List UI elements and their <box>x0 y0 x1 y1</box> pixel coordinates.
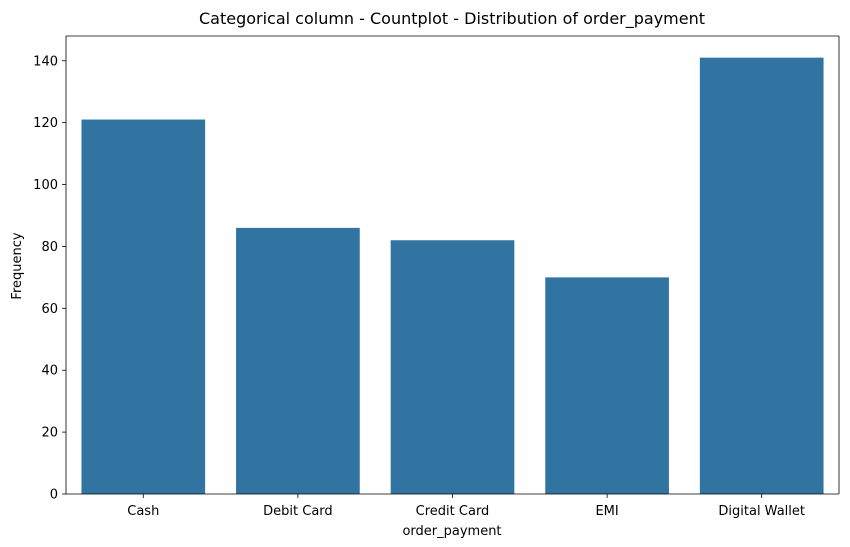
y-tick-label: 80 <box>41 240 58 255</box>
y-tick-label: 60 <box>41 302 58 317</box>
y-tick-label: 0 <box>50 488 58 503</box>
plot-area: 0 20 40 60 80 100 120 140 Cash Debit Card Credit C… <box>33 35 840 519</box>
bar-cash <box>81 119 206 495</box>
x-tick-label: Debit Card <box>263 504 333 519</box>
y-tick-label: 140 <box>33 54 58 69</box>
x-axis-label: order_payment <box>402 524 501 539</box>
bar-debit-card <box>236 227 360 494</box>
y-tick-label: 40 <box>41 364 58 379</box>
x-tick-label: Credit Card <box>416 504 490 519</box>
y-tick-label: 100 <box>33 178 58 193</box>
bar-digital-wallet <box>699 57 824 494</box>
bar-emi <box>545 277 669 494</box>
chart-title: Categorical column - Countplot - Distrib… <box>199 9 705 29</box>
y-axis-label: Frequency <box>10 232 25 299</box>
y-tick-label: 20 <box>41 426 58 441</box>
x-tick-label: Digital Wallet <box>718 504 805 519</box>
y-tick-label: 120 <box>33 116 58 131</box>
x-tick-label: Cash <box>127 504 159 519</box>
bar-credit-card <box>390 240 515 494</box>
x-tick-label: EMI <box>595 504 618 519</box>
